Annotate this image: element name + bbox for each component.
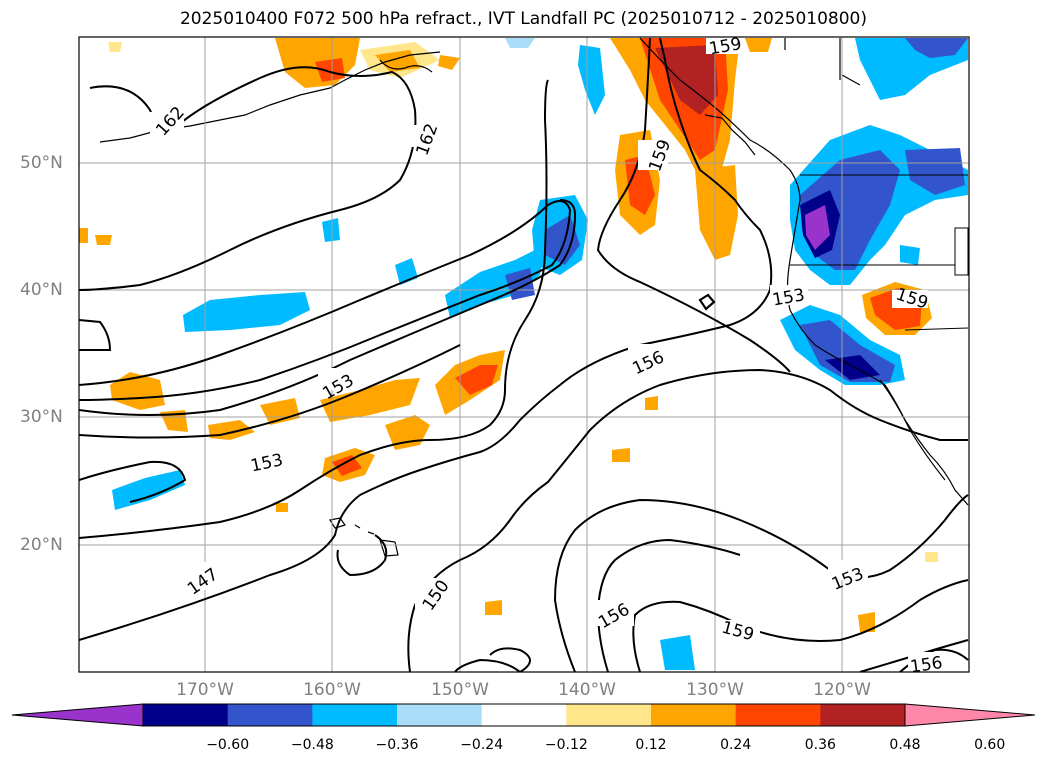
colorbar-tick-label: 0.60: [974, 737, 1006, 753]
colorbar-tick-label: −0.60: [206, 737, 250, 753]
colorbar-segment: [397, 704, 483, 726]
lon-label-170w: 170°W: [176, 680, 234, 700]
colorbar-segment: [143, 704, 229, 726]
colorbar-tick-label: 0.48: [889, 737, 921, 753]
colorbar-segment: [820, 704, 906, 726]
colorbar-tick-label: −0.48: [290, 737, 334, 753]
lon-label-120w: 120°W: [813, 680, 871, 700]
lat-label-50n: 50°N: [20, 153, 63, 173]
lat-label-30n: 30°N: [20, 407, 63, 427]
colorbar-tick-label: −0.36: [375, 737, 419, 753]
colorbar-extend-low: [12, 704, 143, 726]
colorbar-segment: [312, 704, 398, 726]
map-title: 2025010400 F072 500 hPa refract., IVT La…: [179, 9, 867, 29]
colorbar-tick-label: 0.24: [720, 737, 752, 753]
colorbar-segment: [227, 704, 313, 726]
contour-label: 156: [909, 653, 944, 677]
negative-anomaly-patch: [183, 292, 310, 332]
lon-label-140w: 140°W: [558, 680, 616, 700]
colorbar-segment: [566, 704, 652, 726]
colorbar-segment: [651, 704, 737, 726]
contour-label: 159: [708, 34, 743, 59]
lon-label-150w: 150°W: [431, 680, 489, 700]
colorbar-extend-high: [905, 704, 1035, 726]
lon-label-160w: 160°W: [303, 680, 361, 700]
positive-anomaly-patch: [110, 372, 165, 410]
lat-label-20n: 20°N: [20, 535, 63, 555]
lon-label-130w: 130°W: [686, 680, 744, 700]
colorbar-tick-label: 0.36: [804, 737, 836, 753]
map-plot: 162 162 159 159 159 156 153 153 153 153 …: [78, 34, 970, 677]
colorbar-tick-label: 0.12: [635, 737, 667, 753]
colorbar-segment: [481, 704, 567, 726]
colorbar-tick-label: −0.12: [544, 737, 588, 753]
lat-label-40n: 40°N: [20, 280, 63, 300]
colorbar-tick-label: −0.24: [460, 737, 504, 753]
colorbar-segment: [735, 704, 821, 726]
